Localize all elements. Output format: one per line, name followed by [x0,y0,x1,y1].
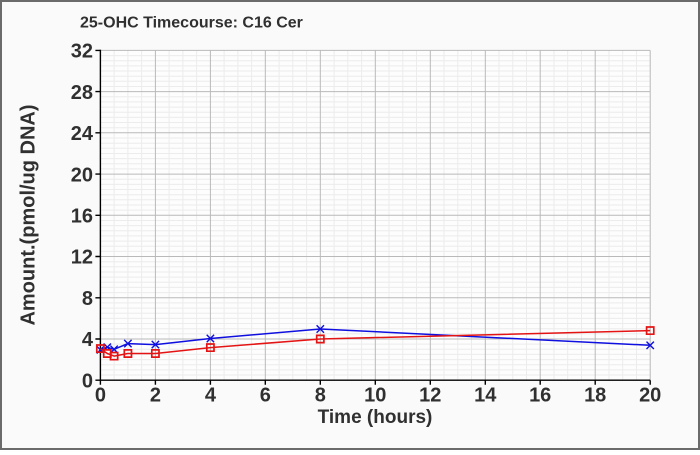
svg-text:0: 0 [95,385,106,407]
svg-text:Time (hours): Time (hours) [318,407,433,428]
svg-text:16: 16 [71,206,93,228]
svg-text:Amount.(pmol/ug DNA): Amount.(pmol/ug DNA) [18,104,40,325]
svg-text:0: 0 [82,370,93,392]
svg-text:12: 12 [419,385,441,407]
svg-text:8: 8 [82,288,93,310]
svg-text:20: 20 [639,385,661,407]
svg-text:28: 28 [71,82,93,104]
svg-text:4: 4 [82,329,94,351]
svg-text:20: 20 [71,164,93,186]
svg-text:10: 10 [364,385,386,407]
svg-text:4: 4 [205,385,217,407]
svg-text:16: 16 [529,385,551,407]
svg-text:32: 32 [71,41,93,63]
svg-text:14: 14 [474,385,497,407]
svg-text:2: 2 [150,385,161,407]
svg-text:25-OHC Timecourse: C16 Cer: 25-OHC Timecourse: C16 Cer [80,15,303,32]
svg-text:24: 24 [71,123,94,145]
svg-text:18: 18 [584,385,606,407]
svg-text:6: 6 [260,385,271,407]
svg-text:12: 12 [71,247,93,269]
svg-text:8: 8 [315,385,326,407]
